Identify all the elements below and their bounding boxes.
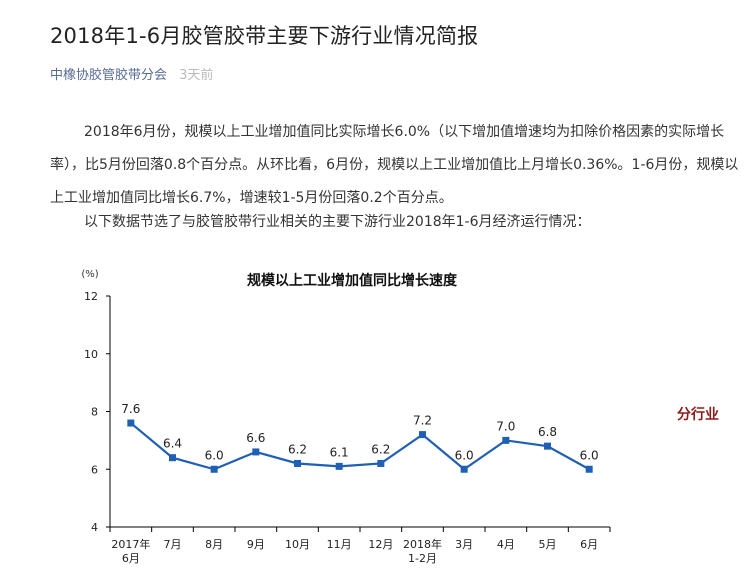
x-tick-label: 7月 — [164, 538, 182, 551]
x-tick-label: 8月 — [205, 538, 223, 551]
y-tick-label: 10 — [84, 348, 98, 361]
y-tick-label: 12 — [84, 290, 98, 303]
x-tick-label: 12月 — [368, 538, 393, 551]
article-title: 2018年1-6月胶管胶带主要下游行业情况简报 — [50, 24, 479, 48]
x-tick-label: 6月 — [580, 538, 598, 551]
data-point — [419, 431, 426, 439]
article-meta: 中橡协胶管胶带分会 3天前 — [50, 64, 213, 83]
x-tick-label: 3月 — [455, 538, 473, 551]
x-tick-label: 4月 — [497, 538, 515, 551]
series-line — [130, 422, 590, 471]
x-tick-label: 2017年 — [111, 537, 150, 551]
x-tick-label: 5月 — [539, 538, 557, 551]
paragraph-1: 2018年6月份，规模以上工业增加值同比实际增长6.0%（以下增加值增速均为扣除… — [50, 124, 739, 206]
y-tick-label: 6 — [91, 463, 98, 476]
chart-image: 规模以上工业增加值同比增长速度 (%) 4 6 8 10 12 2017年 6月 7月 8月 9月… — [50, 258, 670, 574]
data-point — [252, 448, 260, 456]
x-tick-label: 6月 — [122, 552, 140, 565]
data-label: 6.1 — [330, 445, 349, 459]
data-label: 6.8 — [538, 425, 557, 439]
data-label: 6.0 — [205, 448, 224, 462]
data-label: 7.0 — [496, 419, 515, 433]
chart-title: 规模以上工业增加值同比增长速度 — [247, 272, 458, 289]
data-point — [294, 459, 301, 467]
data-point — [585, 465, 593, 473]
data-label: 6.4 — [163, 437, 182, 451]
data-label: 6.6 — [246, 431, 265, 445]
data-point — [210, 465, 218, 473]
x-tick-label: 10月 — [285, 538, 310, 551]
x-tick-label: 11月 — [327, 538, 352, 551]
x-tick-label: 1-2月 — [408, 552, 437, 565]
data-label: 6.0 — [580, 448, 599, 462]
data-point — [377, 459, 385, 467]
publish-time: 3天前 — [179, 68, 214, 83]
x-tick-label: 9月 — [247, 538, 265, 551]
data-point — [335, 462, 343, 470]
data-label: 6.0 — [455, 448, 474, 462]
data-point — [127, 419, 135, 427]
data-label: 7.2 — [413, 414, 432, 428]
data-point — [502, 436, 510, 444]
author-link[interactable]: 中橡协胶管胶带分会 — [50, 68, 168, 83]
paragraph-2: 以下数据节选了与胶管胶带行业相关的主要下游行业2018年1-6月经济运行情况： — [84, 214, 591, 230]
data-point — [460, 465, 468, 473]
data-label: 6.2 — [288, 442, 307, 456]
data-label: 7.6 — [121, 402, 140, 416]
y-unit-label: (%) — [81, 269, 98, 280]
x-tick-label: 2018年 — [403, 537, 442, 551]
data-point — [169, 454, 176, 462]
side-section-tag: 分行业 — [677, 407, 719, 423]
y-tick-label: 4 — [91, 521, 98, 534]
data-point — [544, 442, 551, 450]
data-label: 6.2 — [371, 442, 390, 456]
y-tick-label: 8 — [91, 406, 98, 419]
